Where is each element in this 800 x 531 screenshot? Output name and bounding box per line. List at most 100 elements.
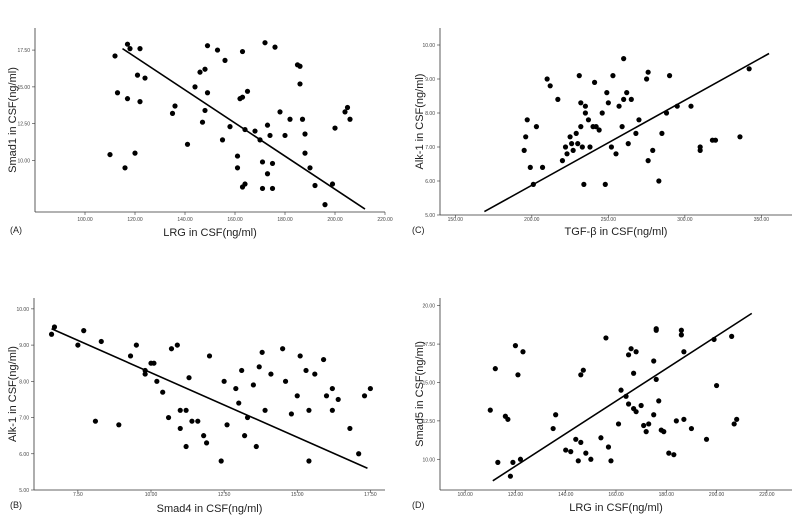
data-point [582, 103, 588, 109]
x-axis-label: TGF-β in CSF(ng/ml) [565, 226, 668, 238]
data-point [633, 130, 639, 136]
data-point [570, 147, 576, 153]
data-point [186, 375, 192, 381]
data-point [297, 353, 303, 359]
data-point [593, 124, 599, 130]
data-point [539, 164, 546, 170]
data-point [524, 117, 530, 123]
data-point [591, 79, 598, 85]
data-point [520, 349, 526, 355]
data-point [192, 84, 198, 90]
data-point [224, 422, 230, 428]
data-point [218, 458, 224, 464]
data-point [651, 412, 657, 418]
data-point [605, 100, 611, 106]
data-point [114, 90, 121, 96]
data-point [576, 73, 582, 79]
data-point [613, 151, 619, 157]
chart-panel-3: 7.50 10.00 12.50 15.00 17.50 5.00 6.00 7.00 8.00… [7, 298, 385, 515]
data-point [177, 425, 183, 432]
data-point [204, 43, 211, 49]
data-point [259, 159, 266, 165]
data-point [608, 144, 615, 150]
y-tick-label: 6.00 [19, 452, 29, 458]
x-tick-label: 100.00 [77, 217, 93, 223]
data-point [244, 88, 251, 94]
data-point [575, 141, 581, 147]
data-point [578, 372, 584, 378]
x-tick-label: 180.00 [277, 217, 293, 223]
data-point [688, 425, 695, 432]
data-point [678, 327, 684, 333]
data-point [233, 385, 239, 392]
data-point [344, 104, 351, 111]
y-tick-label: 6.00 [425, 179, 435, 185]
data-point [287, 116, 293, 122]
data-point [547, 83, 553, 89]
data-point [361, 393, 368, 399]
data-point [631, 370, 637, 376]
data-point [598, 435, 604, 441]
data-point [625, 141, 631, 147]
x-tick-label: 15.00 [291, 492, 304, 498]
data-point [307, 165, 313, 171]
data-point [92, 418, 99, 424]
data-point [219, 137, 226, 143]
data-point [280, 346, 286, 352]
panel-label: (C) [412, 225, 425, 235]
data-point [610, 73, 616, 79]
data-point [615, 421, 622, 427]
data-point [510, 459, 516, 465]
data-point [553, 412, 559, 418]
data-point [625, 352, 632, 358]
data-point [492, 366, 498, 372]
data-point [555, 96, 561, 102]
data-point [277, 109, 283, 115]
chart-panel-2: 150.00 200.00 250.00 300.00 350.00 5.00 6.00 7.… [412, 28, 792, 238]
data-point [568, 449, 574, 455]
data-point [127, 353, 134, 359]
x-tick-label: 12.50 [218, 492, 231, 498]
x-tick-label: 120.00 [508, 492, 524, 498]
data-point [673, 418, 679, 424]
y-tick-label: 20.00 [422, 304, 435, 310]
data-point [242, 181, 248, 187]
data-point [264, 122, 271, 128]
data-point [367, 385, 373, 392]
data-point [51, 324, 58, 330]
data-point [256, 364, 262, 370]
data-point [605, 444, 612, 450]
data-point [628, 96, 634, 102]
data-point [628, 346, 634, 352]
data-point [650, 147, 656, 153]
data-point [681, 349, 687, 355]
data-point [132, 150, 138, 156]
data-point [234, 153, 241, 159]
x-tick-label: 200.00 [327, 217, 343, 223]
data-point [142, 371, 148, 377]
data-point [137, 46, 143, 52]
x-tick-label: 200.00 [709, 492, 725, 498]
data-point [599, 110, 605, 116]
data-point [154, 378, 160, 384]
data-point [332, 125, 338, 131]
x-tick-label: 7.50 [73, 492, 83, 498]
data-point [712, 137, 719, 143]
data-point [653, 376, 659, 383]
x-tick-label: 100.00 [457, 492, 473, 498]
data-point [299, 116, 306, 122]
data-point [703, 436, 710, 442]
data-point [306, 458, 312, 464]
data-point [269, 185, 276, 192]
data-point [616, 103, 622, 109]
data-point [124, 41, 131, 47]
data-point [666, 450, 672, 456]
x-tick-label: 160.00 [608, 492, 624, 498]
data-point [356, 451, 362, 457]
data-point [268, 371, 274, 377]
data-point [646, 421, 652, 427]
data-point [633, 349, 639, 355]
data-point [608, 458, 614, 464]
data-point [272, 44, 278, 50]
data-point [656, 398, 662, 404]
